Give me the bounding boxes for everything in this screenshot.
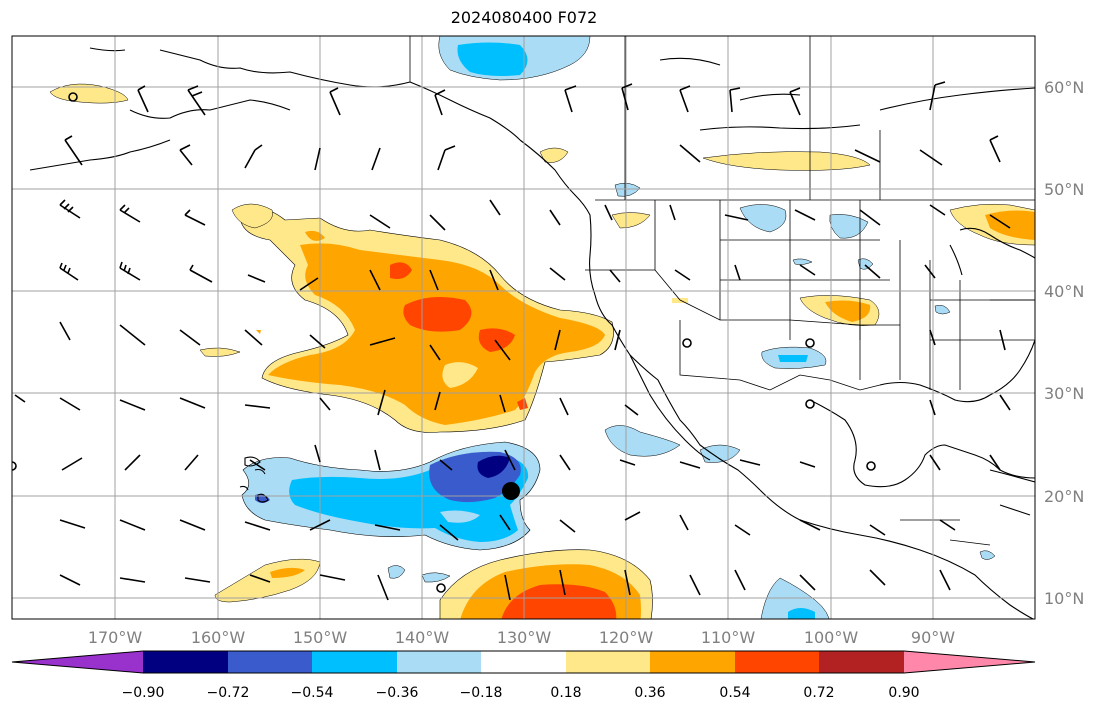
- colorbar-ticks: −0.90 −0.72 −0.54 −0.36 −0.18 0.18 0.36 …: [122, 685, 920, 701]
- colorbar-segment: [650, 651, 735, 673]
- lon-label: 150°W: [293, 628, 348, 647]
- map-content: [12, 36, 1035, 619]
- lon-label: 130°W: [497, 628, 552, 647]
- calm-wind-circles: [12, 92, 876, 593]
- colorbar-tick-label: 0.90: [888, 685, 919, 701]
- colorbar-segment: [312, 651, 397, 673]
- colorbar-tick-label: 0.72: [803, 685, 834, 701]
- lon-label: 140°W: [395, 628, 450, 647]
- colorbar-tick-label: −0.72: [207, 685, 250, 701]
- colorbar-segment: [904, 651, 1035, 673]
- colorbar-tick-label: 0.18: [550, 685, 581, 701]
- lon-label: 90°W: [911, 628, 955, 647]
- lat-label: 60°N: [1044, 78, 1084, 97]
- lon-label: 110°W: [701, 628, 756, 647]
- map-title: 2024080400 F072: [450, 8, 598, 27]
- map-frame: [11, 35, 1036, 620]
- wind-barbs: [14, 81, 1011, 601]
- positive-anomaly-small: [49, 83, 1035, 357]
- lon-label: 170°W: [88, 628, 143, 647]
- colorbar-tick-label: −0.54: [291, 685, 334, 701]
- latitude-axis-labels: 60°N 50°N 40°N 30°N 20°N 10°N: [1044, 78, 1084, 608]
- graticule: [12, 36, 1035, 619]
- lat-label: 10°N: [1044, 589, 1084, 608]
- colorbar-tick-label: −0.36: [376, 685, 419, 701]
- colorbar-tick-label: 0.54: [719, 685, 750, 701]
- colorbar: [11, 650, 1036, 674]
- lat-label: 30°N: [1044, 384, 1084, 403]
- lat-label: 40°N: [1044, 282, 1084, 301]
- colorbar-segment: [12, 651, 143, 673]
- colorbar-segment: [228, 651, 312, 673]
- lon-label: 100°W: [804, 628, 859, 647]
- colorbar-tick-label: −0.90: [122, 685, 165, 701]
- lon-label: 120°W: [599, 628, 654, 647]
- longitude-axis-labels: 170°W 160°W 150°W 140°W 130°W 120°W 110°…: [88, 628, 955, 647]
- colorbar-outline: [11, 650, 1036, 674]
- political-borders: [409, 36, 1035, 546]
- coastlines: [29, 47, 1035, 619]
- colorbar-segment: [397, 651, 481, 673]
- lat-label: 50°N: [1044, 180, 1084, 199]
- colorbar-segment: [735, 651, 819, 673]
- lat-label: 20°N: [1044, 487, 1084, 506]
- colorbar-tick-label: 0.36: [634, 685, 665, 701]
- negative-anomaly-small: [387, 36, 996, 619]
- colorbar-segment: [481, 651, 566, 673]
- colorbar-segment: [566, 651, 650, 673]
- colorbar-tick-label: −0.18: [460, 685, 503, 701]
- storm-center-marker: [502, 482, 520, 500]
- lon-label: 160°W: [191, 628, 246, 647]
- positive-anomaly-south: [214, 549, 653, 619]
- positive-anomaly-central: [231, 203, 614, 433]
- colorbar-segment: [143, 651, 228, 673]
- colorbar-segment: [819, 651, 904, 673]
